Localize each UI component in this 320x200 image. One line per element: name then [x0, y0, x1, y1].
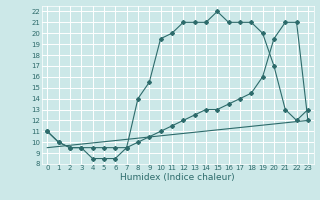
- X-axis label: Humidex (Indice chaleur): Humidex (Indice chaleur): [120, 173, 235, 182]
